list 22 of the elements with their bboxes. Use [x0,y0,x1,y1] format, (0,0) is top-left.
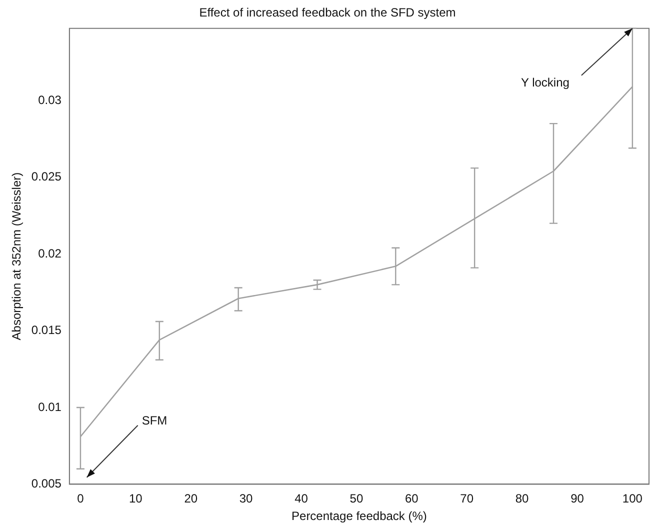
x-tick-label: 50 [350,492,364,506]
y-tick-label: 0.01 [38,400,62,414]
x-tick-label: 80 [515,492,530,506]
x-tick-label: 20 [184,492,198,506]
y-tick-label: 0.03 [38,92,62,107]
x-tick-label: 40 [294,492,308,506]
x-axis-title: Percentage feedback (%) [292,509,427,524]
x-tick-label: 100 [622,492,643,506]
x-tick-label: 90 [570,492,584,506]
y-tick-label: 0.02 [38,246,62,260]
y-axis-title: Absorption at 352nm (Weissler) [10,172,24,340]
x-tick-label: 0 [77,492,84,506]
annotation: SFM [142,414,168,428]
y-tick-label: 0.005 [31,476,62,491]
y-tick-label: 0.025 [31,170,62,184]
x-tick-label: 60 [404,492,419,506]
x-tick-label: 30 [239,492,254,506]
x-tick-label: 70 [460,492,474,506]
chart-title: Effect of increased feedback on the SFD system [199,6,456,20]
x-tick-label: 10 [128,492,143,506]
annotation: Y locking [520,76,570,90]
y-tick-label: 0.015 [31,323,62,338]
